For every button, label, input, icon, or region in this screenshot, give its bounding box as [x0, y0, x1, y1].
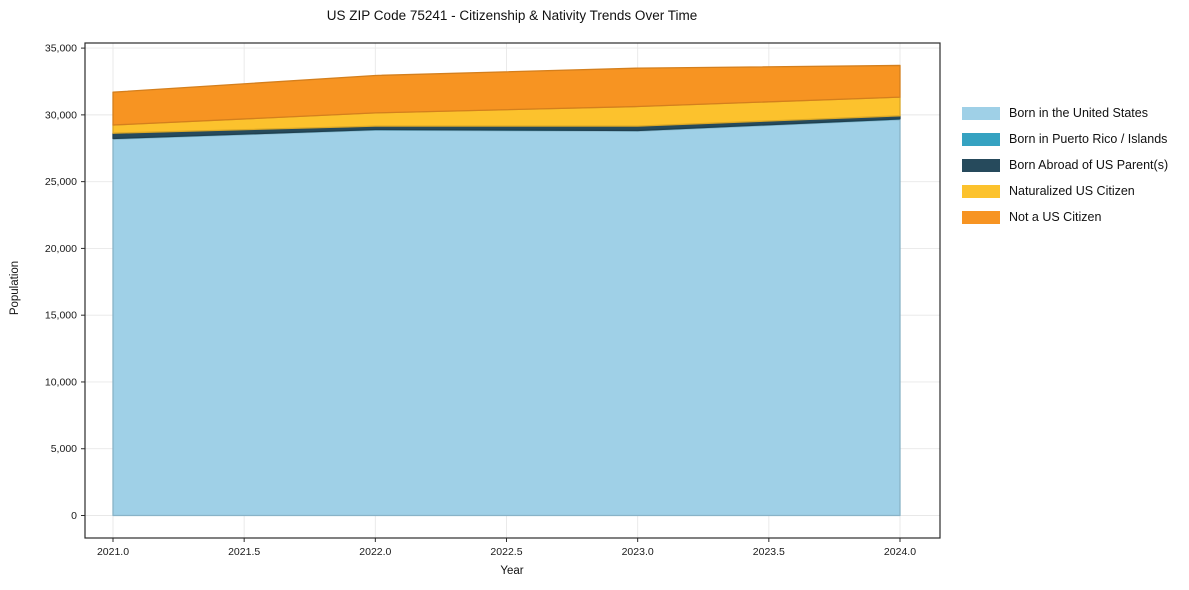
x-tick-label: 2023.5 — [753, 546, 785, 558]
legend-label: Born Abroad of US Parent(s) — [1009, 158, 1169, 172]
legend-swatch-icon — [962, 158, 1000, 172]
stacked-areas — [112, 64, 901, 517]
plot-frame — [84, 42, 941, 539]
legend-swatch-icon — [962, 210, 1000, 224]
x-tick-label: 2022.5 — [490, 546, 522, 558]
x-axis-label: Year — [500, 565, 524, 577]
x-tick-label: 2021.0 — [97, 546, 129, 558]
legend-item-2: Born Abroad of US Parent(s) — [962, 152, 1168, 178]
area-series-0 — [112, 119, 901, 517]
x-tick-label: 2021.5 — [228, 546, 260, 558]
legend-swatch-icon — [962, 106, 1000, 120]
legend-label: Born in the United States — [1009, 106, 1148, 120]
legend-item-0: Born in the United States — [962, 100, 1168, 126]
legend-item-4: Not a US Citizen — [962, 204, 1168, 230]
tick-labels: 2021.0 2021.5 2022.0 2022.5 2023.0 2023.5 2024… — [45, 43, 916, 558]
x-tick-label: 2023.0 — [622, 546, 654, 558]
legend-item-3: Naturalized US Citizen — [962, 178, 1168, 204]
y-tick-label: 0 — [71, 510, 77, 522]
y-tick-label: 15,000 — [45, 310, 77, 322]
legend-label: Naturalized US Citizen — [1009, 184, 1135, 198]
y-tick-label: 30,000 — [45, 109, 77, 121]
chart-title: US ZIP Code 75241 - Citizenship & Nativi… — [326, 8, 698, 23]
y-axis-label: Population — [9, 260, 21, 316]
legend-item-1: Born in Puerto Rico / Islands — [962, 126, 1168, 152]
plot-border — [84, 42, 941, 539]
y-tick-label: 25,000 — [45, 176, 77, 188]
y-tick-label: 5,000 — [51, 443, 77, 455]
y-tick-label: 20,000 — [45, 243, 77, 255]
legend-label: Not a US Citizen — [1009, 210, 1102, 224]
legend-swatch-icon — [962, 132, 1000, 146]
legend-swatch-icon — [962, 184, 1000, 198]
y-tick-label: 35,000 — [45, 43, 77, 55]
axis-ticks — [81, 47, 901, 542]
x-tick-label: 2022.0 — [359, 546, 391, 558]
x-tick-label: 2024.0 — [884, 546, 916, 558]
area-series-4 — [112, 64, 901, 126]
y-tick-label: 10,000 — [45, 376, 77, 388]
legend: Born in the United States Born in Puerto … — [962, 100, 1168, 230]
legend-label: Born in Puerto Rico / Islands — [1009, 132, 1168, 146]
